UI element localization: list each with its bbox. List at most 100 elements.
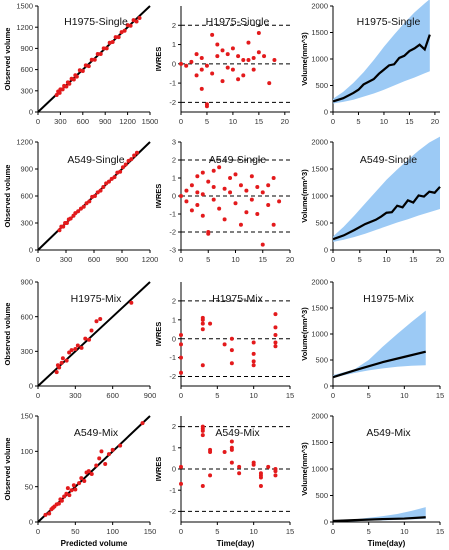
x-tick-label: 900	[116, 255, 129, 264]
data-point	[74, 74, 79, 79]
data-point	[251, 351, 256, 356]
data-point	[238, 222, 243, 227]
data-point	[123, 162, 128, 167]
y-tick-label: 2000	[311, 412, 328, 421]
data-point	[54, 370, 59, 375]
data-point	[230, 67, 235, 72]
x-tick-label: 0	[36, 527, 40, 536]
panel-title: H1975-Mix	[71, 293, 123, 305]
data-point	[107, 40, 112, 45]
x-tick-label: 10	[229, 117, 237, 126]
data-point	[71, 483, 76, 488]
data-point	[69, 348, 74, 353]
data-point	[98, 316, 103, 321]
data-point	[230, 46, 235, 51]
x-tick-label: 15	[436, 391, 444, 400]
data-point	[80, 69, 85, 74]
x-tick-label: 10	[400, 391, 408, 400]
y-tick-label: 1500	[311, 165, 328, 174]
data-point	[194, 52, 199, 57]
data-point	[137, 16, 142, 21]
data-point	[272, 57, 277, 62]
data-point	[251, 340, 256, 345]
x-axis-label: Predicted volume	[61, 539, 128, 548]
y-tick-label: 1000	[311, 465, 328, 474]
data-point	[200, 321, 205, 326]
panel-vpc-a549-single: 0 5 10 15 20 0 500 1000 1500 2000 Volume(mm^3) A549…	[300, 136, 444, 264]
data-point	[189, 183, 194, 188]
x-tick-label: 0	[179, 255, 183, 264]
y-axis-label: IWRES	[154, 47, 163, 72]
panel-title: H1975-Mix	[363, 293, 415, 305]
data-point	[89, 328, 94, 333]
median-line	[332, 350, 426, 379]
data-point	[273, 469, 278, 474]
y-tick-label: 0	[29, 382, 33, 391]
data-point	[206, 231, 211, 236]
data-point	[249, 174, 254, 179]
y-tick-label: 1	[172, 315, 176, 324]
panel-title: A549-Mix	[74, 427, 119, 439]
x-tick-label: 100	[106, 527, 119, 536]
data-point	[244, 210, 249, 215]
y-tick-label: 0	[172, 465, 176, 474]
data-point	[229, 348, 234, 353]
y-axis-label: IWRES	[154, 184, 163, 209]
x-tick-label: 300	[54, 117, 67, 126]
panel-vpc-h1975-single: 0 5 10 15 20 0 500 1000 1500 2000 Volume(mm^3) H197…	[300, 0, 440, 126]
y-tick-label: 900	[20, 278, 33, 287]
panel-iwres-h1975-single: 0 5 10 15 20 -2 -1 0 1 2 IWRES H1975-Single	[154, 6, 290, 126]
prediction-band	[333, 310, 426, 378]
data-point	[277, 199, 282, 204]
data-point	[83, 336, 88, 341]
data-point	[200, 213, 205, 218]
data-point	[220, 48, 225, 53]
data-point	[200, 363, 205, 368]
data-point	[244, 188, 249, 193]
y-tick-label: 0	[324, 518, 328, 527]
data-point	[211, 185, 216, 189]
data-point	[256, 50, 261, 55]
data-point	[57, 365, 62, 370]
data-point	[112, 175, 117, 180]
data-point	[62, 494, 67, 499]
data-point	[83, 63, 88, 68]
x-tick-label: 150	[144, 527, 157, 536]
y-axis-label: Volume(mm^3)	[300, 169, 309, 223]
data-point	[241, 57, 246, 62]
median-line	[332, 34, 431, 103]
x-tick-label: 20	[436, 255, 444, 264]
panel-obs-vs-pred-h1975-mix: 0 300 600 900 0 300 600 900 Observed volume H1975…	[3, 278, 156, 400]
x-tick-label: 5	[215, 391, 219, 400]
data-point	[76, 209, 81, 214]
data-point	[195, 203, 200, 207]
y-tick-label: 2000	[311, 278, 328, 287]
data-point	[210, 32, 215, 37]
data-point	[179, 332, 183, 337]
data-point	[118, 443, 123, 448]
y-tick-label: -2	[169, 98, 176, 107]
y-tick-label: 1	[172, 40, 176, 49]
y-axis-label: Volume(mm^3)	[300, 442, 309, 496]
x-axis-label: Time(day)	[368, 539, 406, 548]
y-tick-label: -1	[169, 79, 176, 88]
y-tick-label: 0	[29, 108, 33, 117]
panel-title: A549-Single	[67, 154, 124, 166]
x-tick-label: 10	[249, 391, 257, 400]
data-point	[86, 469, 91, 474]
data-point	[184, 188, 189, 193]
data-point	[260, 190, 265, 195]
y-tick-label: 150	[20, 412, 33, 421]
data-point	[266, 183, 271, 188]
x-tick-label: 15	[286, 527, 294, 536]
data-point	[47, 511, 52, 516]
y-tick-label: 600	[20, 65, 33, 74]
data-point	[110, 447, 115, 452]
data-point	[229, 439, 234, 444]
x-tick-label: 5	[215, 527, 219, 536]
data-point	[113, 35, 118, 40]
data-point	[229, 447, 234, 452]
x-tick-label: 0	[331, 391, 335, 400]
data-point	[273, 340, 278, 345]
